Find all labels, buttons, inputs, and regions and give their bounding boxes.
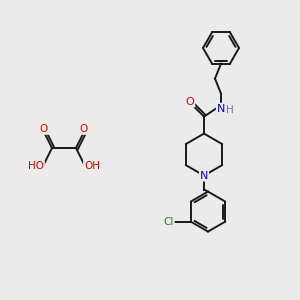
Text: HO: HO — [28, 161, 44, 171]
Text: Cl: Cl — [164, 217, 174, 226]
Text: O: O — [186, 97, 194, 106]
Text: N: N — [200, 171, 208, 181]
Text: O: O — [80, 124, 88, 134]
Text: H: H — [226, 105, 234, 115]
Text: N: N — [217, 103, 225, 114]
Text: O: O — [40, 124, 48, 134]
Text: OH: OH — [84, 161, 100, 171]
